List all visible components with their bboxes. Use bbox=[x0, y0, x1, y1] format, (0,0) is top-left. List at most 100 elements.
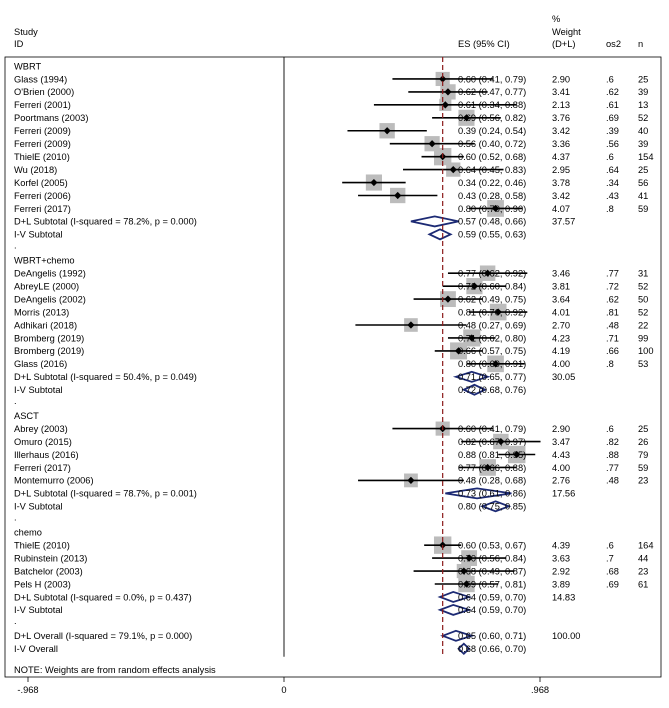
weight-text: 3.78 bbox=[552, 178, 570, 188]
point-estimate bbox=[484, 269, 492, 277]
dl-subtotal-weight-text: 37.57 bbox=[552, 217, 575, 227]
point-estimate bbox=[407, 321, 415, 329]
n-value: 56 bbox=[638, 178, 648, 188]
footnote: NOTE: Weights are from random effects an… bbox=[14, 665, 216, 675]
dl-subtotal-label: D+L Subtotal (I-squared = 78.7%, p = 0.0… bbox=[14, 489, 197, 499]
es-text: 0.82 (0.67, 0.97) bbox=[458, 437, 526, 447]
study-label: Glass (2016) bbox=[14, 359, 67, 369]
es-text: 0.56 (0.40, 0.72) bbox=[458, 139, 526, 149]
point-estimate bbox=[462, 114, 471, 122]
os2-value: .66 bbox=[606, 346, 619, 356]
point-estimate bbox=[462, 580, 471, 588]
study-label: Ferreri (2001) bbox=[14, 100, 71, 110]
weight-text: 4.43 bbox=[552, 450, 570, 460]
es-text: 0.64 (0.45, 0.83) bbox=[458, 165, 526, 175]
os2-value: .61 bbox=[606, 100, 619, 110]
weight-text: 2.13 bbox=[552, 100, 570, 110]
es-text: 0.80 (0.69, 0.91) bbox=[458, 359, 526, 369]
n-value: 25 bbox=[638, 74, 648, 84]
weight-text: 3.42 bbox=[552, 191, 570, 201]
point-estimate bbox=[497, 437, 505, 446]
es-text: 0.69 (0.57, 0.81) bbox=[458, 579, 526, 589]
study-label: Korfel (2005) bbox=[14, 178, 68, 188]
point-estimate bbox=[428, 140, 436, 148]
iv-subtotal-es-text: 0.59 (0.55, 0.63) bbox=[458, 230, 526, 240]
n-value: 25 bbox=[638, 165, 648, 175]
iv-subtotal-label: I-V Subtotal bbox=[14, 502, 63, 512]
header-weight: Weight bbox=[552, 27, 581, 37]
weight-text: 3.41 bbox=[552, 87, 570, 97]
os2-value: .6 bbox=[606, 424, 614, 434]
weight-text: 3.47 bbox=[552, 437, 570, 447]
os2-value: .34 bbox=[606, 178, 619, 188]
header-weight-pct: % bbox=[552, 14, 560, 24]
header-study: Study bbox=[14, 27, 38, 37]
iv-subtotal-es-text: 0.72 (0.68, 0.76) bbox=[458, 385, 526, 395]
dl-subtotal-es-text: 0.64 (0.59, 0.70) bbox=[458, 592, 526, 602]
study-label: Ferreri (2017) bbox=[14, 204, 71, 214]
dl-subtotal-label: D+L Subtotal (I-squared = 50.4%, p = 0.0… bbox=[14, 372, 197, 382]
spacer-dot: . bbox=[14, 513, 17, 523]
study-label: Illerhaus (2016) bbox=[14, 450, 79, 460]
weight-text: 3.76 bbox=[552, 113, 570, 123]
os2-value: .6 bbox=[606, 152, 614, 162]
study-label: Bromberg (2019) bbox=[14, 346, 84, 356]
n-value: 99 bbox=[638, 333, 648, 343]
es-text: 0.80 (0.70, 0.90) bbox=[458, 204, 526, 214]
es-text: 0.70 (0.56, 0.84) bbox=[458, 553, 526, 563]
iv-subtotal-label: I-V Subtotal bbox=[14, 230, 63, 240]
os2-value: .56 bbox=[606, 139, 619, 149]
x-tick-label: 0 bbox=[281, 685, 286, 695]
n-value: 26 bbox=[638, 437, 648, 447]
es-text: 0.61 (0.34, 0.88) bbox=[458, 100, 526, 110]
group-heading: ASCT bbox=[14, 411, 39, 421]
spacer-dot: . bbox=[14, 616, 17, 626]
es-text: 0.60 (0.52, 0.68) bbox=[458, 152, 526, 162]
n-value: 22 bbox=[638, 320, 648, 330]
x-tick-label: -.968 bbox=[17, 685, 38, 695]
es-text: 0.77 (0.66, 0.88) bbox=[458, 463, 526, 473]
study-label: Batchelor (2003) bbox=[14, 566, 83, 576]
es-text: 0.43 (0.28, 0.58) bbox=[458, 191, 526, 201]
spacer-dot: . bbox=[14, 396, 17, 406]
os2-value: .69 bbox=[606, 579, 619, 589]
os2-value: .88 bbox=[606, 450, 619, 460]
group-heading: WBRT bbox=[14, 61, 42, 71]
study-label: Morris (2013) bbox=[14, 307, 69, 317]
iv-subtotal-diamond bbox=[461, 383, 488, 396]
weight-text: 3.64 bbox=[552, 294, 570, 304]
plot-frame bbox=[4, 56, 662, 678]
iv-subtotal-diamond bbox=[437, 603, 473, 616]
dl-subtotal-label: D+L Subtotal (I-squared = 0.0%, p = 0.43… bbox=[14, 592, 192, 602]
study-label: AbreyLE (2000) bbox=[14, 281, 79, 291]
os2-value: .48 bbox=[606, 320, 619, 330]
dl-subtotal-weight-text: 17.56 bbox=[552, 489, 575, 499]
es-text: 0.39 (0.24, 0.54) bbox=[458, 126, 526, 136]
iv-overall-diamond bbox=[457, 642, 471, 655]
n-value: 13 bbox=[638, 100, 648, 110]
os2-value: .62 bbox=[606, 87, 619, 97]
es-text: 0.48 (0.27, 0.69) bbox=[458, 320, 526, 330]
dl-subtotal-diamond bbox=[445, 487, 512, 500]
dl-subtotal-weight-text: 30.05 bbox=[552, 372, 575, 382]
point-estimate bbox=[494, 308, 502, 316]
point-estimate bbox=[441, 101, 449, 109]
study-label: Pels H (2003) bbox=[14, 579, 71, 589]
es-text: 0.62 (0.47, 0.77) bbox=[458, 87, 526, 97]
es-text: 0.62 (0.49, 0.75) bbox=[458, 294, 526, 304]
header-es: ES (95% CI) bbox=[458, 39, 510, 49]
weight-text: 3.63 bbox=[552, 553, 570, 563]
weight-text: 4.37 bbox=[552, 152, 570, 162]
point-estimate bbox=[383, 127, 391, 135]
os2-value: .6 bbox=[606, 540, 614, 550]
point-estimate bbox=[513, 450, 521, 459]
dl-subtotal-weight-text: 14.83 bbox=[552, 592, 575, 602]
n-value: 59 bbox=[638, 204, 648, 214]
weight-text: 3.89 bbox=[552, 579, 570, 589]
weight-text: 2.95 bbox=[552, 165, 570, 175]
iv-subtotal-label: I-V Subtotal bbox=[14, 385, 63, 395]
spacer-dot: . bbox=[14, 241, 17, 251]
point-estimate bbox=[444, 295, 452, 303]
iv-subtotal-diamond bbox=[479, 500, 512, 513]
